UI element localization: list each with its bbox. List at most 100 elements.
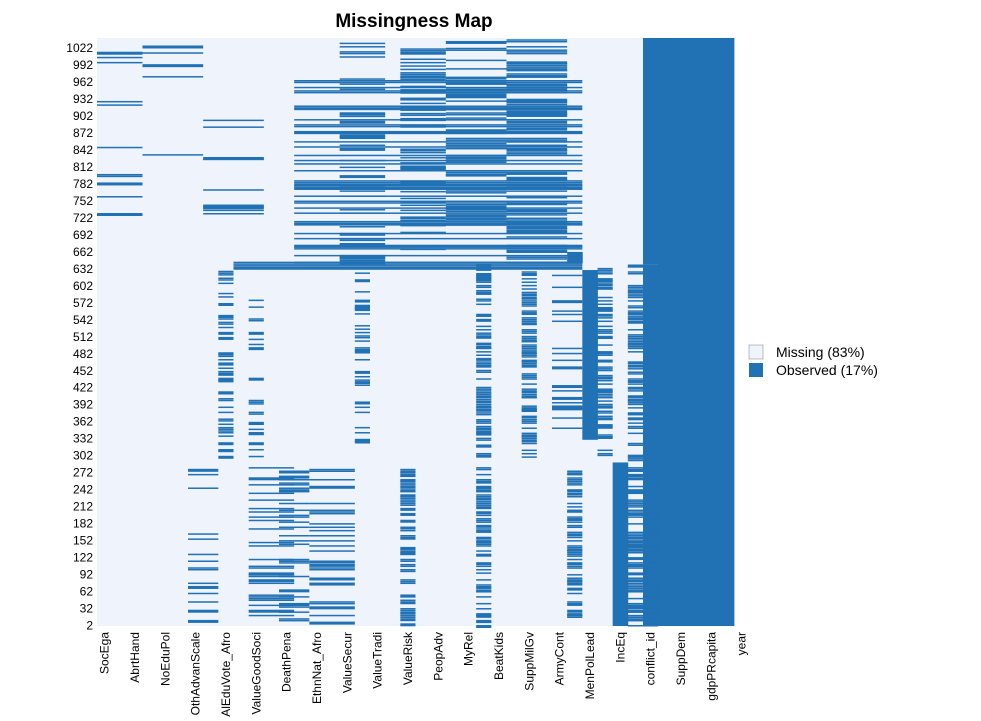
observed-row-othadvan <box>248 428 264 431</box>
observed-row-lower-gdp <box>627 548 643 552</box>
y-tick-label: 602 <box>73 279 93 293</box>
observed-row-noedupol <box>218 302 234 306</box>
observed-row-upper-left <box>203 189 264 191</box>
observed-row-noedupol <box>218 318 234 320</box>
observed-row-suppmilgv <box>476 362 492 365</box>
observed-row-lower-gdp <box>627 512 643 516</box>
observed-row-abrthand <box>142 45 204 49</box>
observed-row-gdp-mid <box>627 390 643 392</box>
observed-row-lower-deathpena <box>309 545 355 547</box>
observed-row-menpol <box>506 112 568 116</box>
observed-row-menpollead <box>521 395 537 399</box>
observed-row-lower-deathpena <box>309 468 355 471</box>
observed-row-lower-beatkids <box>400 536 416 540</box>
observed-row-menpollead <box>521 376 537 379</box>
observed-row-lower-afro <box>248 582 295 585</box>
observed-row-lower-deathpena <box>309 502 355 505</box>
observed-row-lower-gdp2 <box>643 621 659 624</box>
observed-row-lower-gdp2 <box>643 602 659 606</box>
observed-row-suppmilgv <box>476 325 492 328</box>
observed-row-menpol <box>506 51 568 53</box>
observed-row-menpollead <box>521 317 537 319</box>
observed-row-gdp-mid <box>627 264 643 268</box>
observed-row-lower-left <box>188 582 219 585</box>
observed-row-menpollead <box>521 362 537 365</box>
observed-band-640 <box>233 266 583 270</box>
observed-row-myrel <box>339 212 386 214</box>
observed-row-menpollead <box>521 291 537 294</box>
observed-row-gdp-mid <box>627 329 643 331</box>
y-axis: 1022 992 962 932 902 872 842 812 782 752 722 692 662… <box>66 41 93 632</box>
observed-row-lower-beatkids <box>400 484 416 486</box>
observed-row-beatkids <box>400 117 446 121</box>
observed-row-beatkids <box>400 165 446 169</box>
observed-row-menpollead <box>521 305 537 307</box>
observed-row-beatkids <box>400 78 446 81</box>
observed-row-noedupol <box>218 352 234 356</box>
observed-row-beatkids <box>400 85 446 88</box>
observed-row-menpol <box>506 52 568 55</box>
observed-row-lower-gdp <box>627 579 643 583</box>
observed-row-beatkids <box>400 190 446 193</box>
observed-row-menpollead <box>521 293 537 297</box>
observed-row-gdp-mid <box>627 320 643 324</box>
y-tick-label: 692 <box>73 228 93 242</box>
observed-row-menpollead <box>521 310 537 312</box>
observed-row-socega <box>97 100 143 103</box>
observed-row-conflict-mid <box>552 396 583 400</box>
observed-row-socega <box>97 61 143 64</box>
observed-row-menpollead <box>521 300 537 302</box>
observed-row-lower-gdp <box>627 543 643 547</box>
observed-row-suppmilgv <box>476 439 492 441</box>
observed-row-menpollead <box>521 303 537 306</box>
observed-row-lower-beatkids <box>400 550 416 554</box>
observed-row-noedupol <box>218 359 234 361</box>
observed-row-lower-deathpena <box>309 470 355 473</box>
observed-row-conflict-mid <box>552 320 583 323</box>
observed-row-menpol <box>506 130 568 134</box>
observed-row-suppdem-mid <box>597 435 613 439</box>
observed-row-conflict-mid <box>552 407 583 411</box>
observed-row-othadvan <box>248 403 264 405</box>
observed-row-suppmilgv <box>476 400 492 404</box>
observed-row-valuesecur <box>354 370 370 374</box>
observed-row-lower-afro <box>248 596 295 598</box>
observed-row-suppdem-mid <box>597 313 613 317</box>
observed-row-menpollead <box>521 320 537 323</box>
observed-row-gdp-mid <box>627 289 643 293</box>
observed-col-36-upper <box>643 38 659 265</box>
observed-col-year <box>718 38 735 626</box>
observed-row-lower-gdp2 <box>643 587 659 591</box>
observed-row-suppmilgv <box>476 422 492 424</box>
observed-row-noedupol <box>218 418 234 420</box>
observed-row-othadvan <box>248 442 264 446</box>
observed-row-lower-gdp <box>627 609 643 613</box>
observed-row-lower-vote <box>279 502 310 505</box>
observed-row-suppmilgv <box>476 354 492 356</box>
observed-row-lower-afro <box>248 604 295 607</box>
observed-row-valuesecur <box>354 432 370 434</box>
observed-row-menpollead <box>521 364 537 368</box>
observed-row-gdp-mid <box>627 407 643 409</box>
observed-row-othadvan <box>248 377 264 381</box>
observed-row-lower-gdp2 <box>643 536 659 540</box>
observed-row-myrel <box>339 136 386 140</box>
observed-row-suppdem-mid <box>597 405 613 409</box>
observed-row-lower-beatkids <box>400 468 416 471</box>
observed-row-beatkids <box>400 106 446 110</box>
observed-row-myrel <box>339 120 386 124</box>
observed-row-gdp-mid <box>627 432 643 435</box>
observed-row-lower-vote <box>279 526 310 529</box>
observed-row-noedupol <box>218 277 234 280</box>
observed-row-gdp-mid <box>627 395 643 399</box>
observed-row-upper <box>294 244 583 248</box>
observed-row-suppdem-mid <box>597 330 613 333</box>
observed-row-lower-beatkids <box>400 489 416 493</box>
observed-row-gdp-mid <box>627 425 643 428</box>
observed-row-gdp-mid <box>627 403 643 406</box>
observed-row-suppdem-mid <box>597 403 613 406</box>
observed-row-noedupol <box>218 321 234 324</box>
observed-row-armycont <box>445 190 507 192</box>
observed-row-lower-gdp2 <box>643 574 659 578</box>
